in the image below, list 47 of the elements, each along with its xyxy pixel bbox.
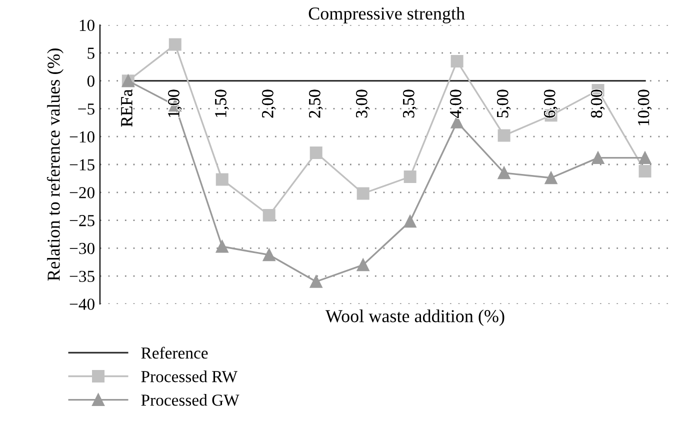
point xyxy=(498,166,510,180)
point xyxy=(404,170,416,184)
point xyxy=(262,248,276,262)
y-tick-label: −5 xyxy=(78,104,94,115)
point xyxy=(310,275,322,288)
point xyxy=(310,146,322,160)
x-tick-label: 10,00 xyxy=(638,90,652,126)
x-tick-label: 8,00 xyxy=(590,90,605,118)
y-axis-title: Relation to reference values (%) xyxy=(46,48,64,281)
y-tick-label: −30 xyxy=(70,242,94,254)
y-tick-label: −15 xyxy=(70,159,94,170)
y-tick-label: −20 xyxy=(70,187,94,198)
legend-label: Processed RW xyxy=(141,370,238,382)
point xyxy=(450,55,464,68)
point xyxy=(356,187,370,200)
point xyxy=(638,152,652,164)
y-tick-label: 0 xyxy=(87,76,94,87)
point xyxy=(262,209,276,222)
point xyxy=(216,173,228,186)
point xyxy=(498,129,510,142)
point xyxy=(592,152,604,164)
point xyxy=(544,172,558,184)
x-tick-label: 4,00 xyxy=(450,90,464,118)
x-tick-label: 5,00 xyxy=(496,90,511,118)
y-tick-label: 5 xyxy=(88,48,94,59)
y-tick-label: −10 xyxy=(70,131,94,143)
y-tick-label: −40 xyxy=(70,298,94,310)
point xyxy=(216,240,228,253)
x-axis-title: Wool waste addition (%) xyxy=(325,310,504,326)
y-tick-label: −25 xyxy=(70,215,94,226)
x-tick-label: 2,50 xyxy=(309,90,323,118)
x-tick-label: 2,00 xyxy=(262,90,276,118)
y-tick-label: −35 xyxy=(70,270,94,282)
point xyxy=(404,215,416,228)
legend-label: Processed GW xyxy=(141,394,240,406)
x-tick-label: 1,00 xyxy=(168,90,182,117)
y-tick-label: 10 xyxy=(80,20,94,31)
chart-title: Compressive strength xyxy=(308,6,465,24)
point xyxy=(638,164,652,178)
x-tick-label: 3,50 xyxy=(403,90,417,118)
x-tick-label: 1,50 xyxy=(215,90,229,117)
x-tick-label: REFa xyxy=(121,89,132,127)
x-tick-label: 6,00 xyxy=(544,90,558,118)
x-tick-label: 3,00 xyxy=(356,90,370,118)
point xyxy=(356,258,370,272)
point xyxy=(168,38,182,51)
legend-label: Reference xyxy=(141,346,208,359)
